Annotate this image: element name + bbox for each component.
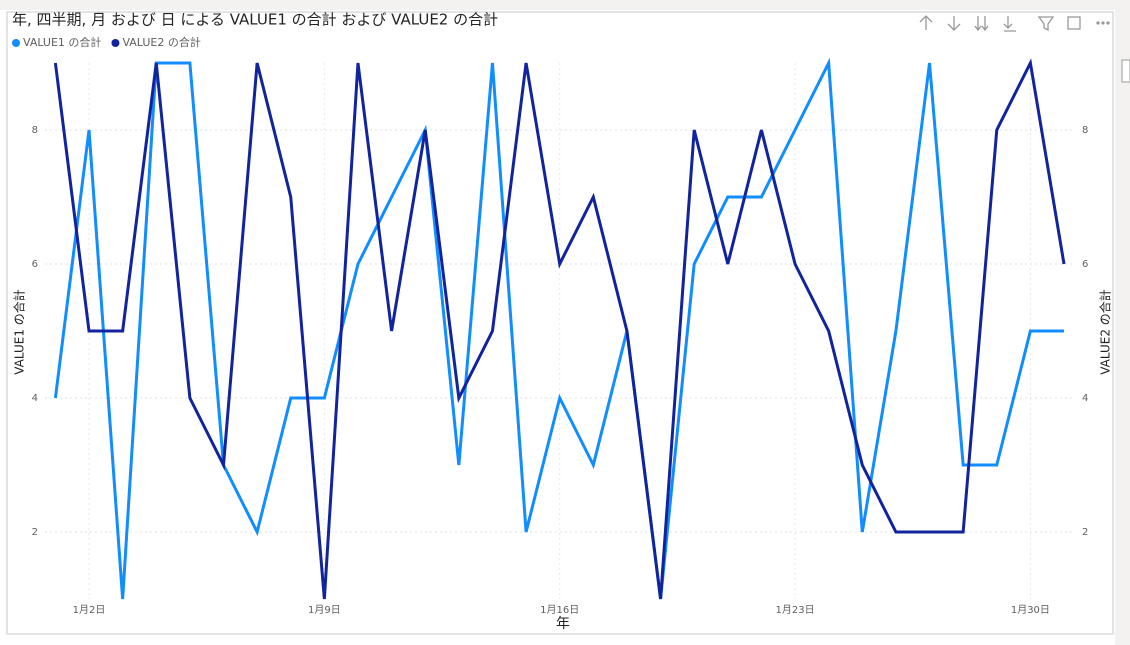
chart-title: 年, 四半期, 月 および 日 による VALUE1 の合計 および VALUE… xyxy=(12,11,498,29)
y2-axis-title: VALUE2 の合計 xyxy=(1098,289,1113,375)
legend-marker xyxy=(12,39,20,47)
pane-box xyxy=(1121,59,1130,83)
y2-tick-label: 8 xyxy=(1082,125,1088,136)
y-tick-label: 2 xyxy=(32,527,38,538)
x-tick-label: 1月23日 xyxy=(775,604,814,616)
legend-label: VALUE2 の合計 xyxy=(122,35,200,49)
visual-border xyxy=(6,11,1114,635)
x-tick-label: 1月2日 xyxy=(73,604,106,616)
y-tick-label: 8 xyxy=(32,125,38,136)
x-tick-label: 1月9日 xyxy=(308,604,341,616)
y2-tick-label: 2 xyxy=(1082,527,1088,538)
top-bar xyxy=(0,0,1130,10)
y2-tick-label: 4 xyxy=(1082,393,1088,404)
y2-tick-label: 6 xyxy=(1082,259,1088,270)
x-tick-label: 1月16日 xyxy=(540,604,579,616)
toolbar[interactable] xyxy=(919,15,1110,32)
x-tick-label: 1月30日 xyxy=(1011,604,1050,616)
y-tick-label: 6 xyxy=(32,259,38,270)
series-line xyxy=(53,58,1066,600)
x-axis-title: 年 xyxy=(556,616,570,632)
y-tick-label: 4 xyxy=(32,393,38,404)
legend-label: VALUE1 の合計 xyxy=(23,35,101,49)
side-pane xyxy=(1115,10,1130,645)
y-axis-title: VALUE1 の合計 xyxy=(12,289,27,375)
legend-marker xyxy=(111,39,120,47)
